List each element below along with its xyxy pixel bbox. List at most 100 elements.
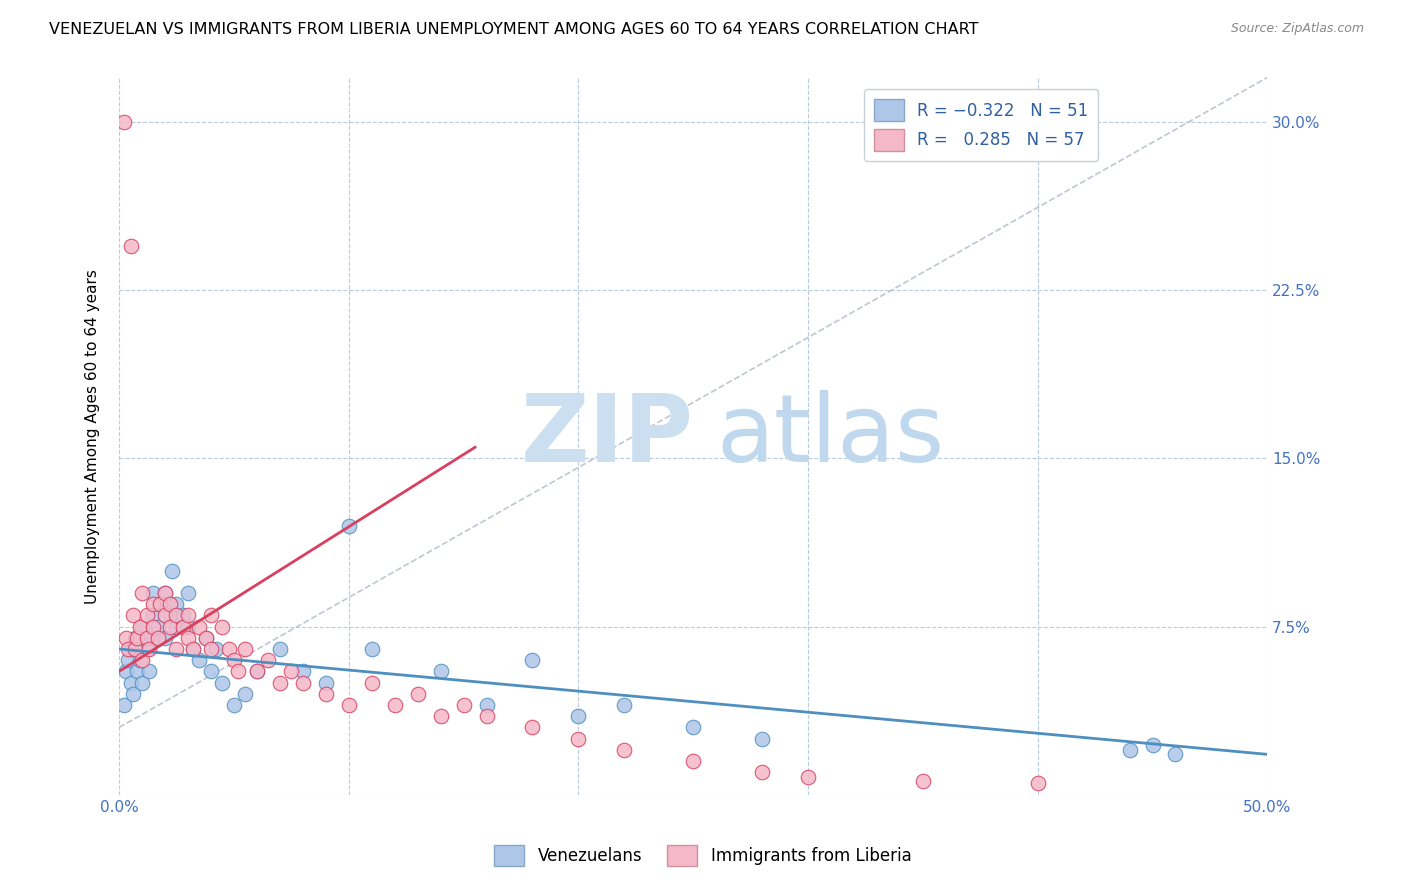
Point <box>177 586 200 600</box>
Point <box>384 698 406 712</box>
Point <box>228 665 250 679</box>
Point <box>1118 743 1140 757</box>
Point <box>153 586 176 600</box>
Legend: R = −0.322   N = 51, R =   0.285   N = 57: R = −0.322 N = 51, R = 0.285 N = 57 <box>863 89 1098 161</box>
Legend: Venezuelans, Immigrants from Liberia: Venezuelans, Immigrants from Liberia <box>488 838 918 873</box>
Point <box>124 642 146 657</box>
Point <box>911 774 934 789</box>
Point <box>160 564 183 578</box>
Text: Source: ZipAtlas.com: Source: ZipAtlas.com <box>1230 22 1364 36</box>
Point <box>149 597 172 611</box>
Point <box>117 653 139 667</box>
Point <box>159 608 181 623</box>
Point <box>146 619 169 633</box>
Point <box>211 619 233 633</box>
Point <box>135 642 157 657</box>
Point <box>337 518 360 533</box>
Point <box>135 608 157 623</box>
Point <box>360 642 382 657</box>
Text: atlas: atlas <box>716 390 945 482</box>
Point <box>195 631 218 645</box>
Point <box>131 619 153 633</box>
Point <box>429 709 451 723</box>
Point <box>406 687 429 701</box>
Point <box>246 665 269 679</box>
Point <box>120 238 142 252</box>
Point <box>172 619 194 633</box>
Point <box>222 653 245 667</box>
Point <box>246 665 269 679</box>
Point <box>120 642 142 657</box>
Point <box>291 675 314 690</box>
Point <box>146 631 169 645</box>
Point <box>257 653 280 667</box>
Point <box>682 721 704 735</box>
Point <box>142 631 165 645</box>
Point <box>682 754 704 768</box>
Point <box>200 608 222 623</box>
Point <box>181 642 204 657</box>
Point <box>121 608 143 623</box>
Point <box>135 631 157 645</box>
Point <box>120 675 142 690</box>
Point <box>751 765 773 780</box>
Point <box>291 665 314 679</box>
Point <box>522 653 544 667</box>
Point <box>211 675 233 690</box>
Y-axis label: Unemployment Among Ages 60 to 64 years: Unemployment Among Ages 60 to 64 years <box>86 268 100 604</box>
Point <box>222 698 245 712</box>
Point <box>128 619 150 633</box>
Point <box>166 597 188 611</box>
Point <box>567 731 589 746</box>
Point <box>159 597 181 611</box>
Point <box>128 653 150 667</box>
Point <box>166 642 188 657</box>
Point <box>142 619 165 633</box>
Point <box>200 642 222 657</box>
Point <box>204 642 226 657</box>
Point <box>127 631 149 645</box>
Point <box>200 665 222 679</box>
Point <box>218 642 240 657</box>
Point <box>131 653 153 667</box>
Point <box>751 731 773 746</box>
Point <box>1142 739 1164 753</box>
Point <box>188 619 211 633</box>
Point <box>149 597 172 611</box>
Point <box>138 642 160 657</box>
Point <box>475 698 498 712</box>
Point <box>315 675 337 690</box>
Point <box>131 675 153 690</box>
Point <box>112 115 135 129</box>
Point <box>195 631 218 645</box>
Point <box>124 631 146 645</box>
Point <box>127 665 149 679</box>
Point <box>797 770 820 784</box>
Point <box>172 608 194 623</box>
Point <box>159 619 181 633</box>
Point <box>453 698 475 712</box>
Point <box>138 665 160 679</box>
Point <box>177 631 200 645</box>
Point <box>360 675 382 690</box>
Point <box>315 687 337 701</box>
Text: VENEZUELAN VS IMMIGRANTS FROM LIBERIA UNEMPLOYMENT AMONG AGES 60 TO 64 YEARS COR: VENEZUELAN VS IMMIGRANTS FROM LIBERIA UN… <box>49 22 979 37</box>
Point <box>117 642 139 657</box>
Point <box>115 665 138 679</box>
Point <box>166 608 188 623</box>
Point <box>269 675 291 690</box>
Point <box>235 687 257 701</box>
Point <box>115 631 138 645</box>
Point <box>280 665 302 679</box>
Point <box>181 642 204 657</box>
Point <box>153 631 176 645</box>
Point <box>153 608 176 623</box>
Point <box>429 665 451 679</box>
Point <box>613 743 636 757</box>
Point <box>613 698 636 712</box>
Point <box>188 653 211 667</box>
Point <box>177 619 200 633</box>
Point <box>166 619 188 633</box>
Point <box>131 586 153 600</box>
Point <box>235 642 257 657</box>
